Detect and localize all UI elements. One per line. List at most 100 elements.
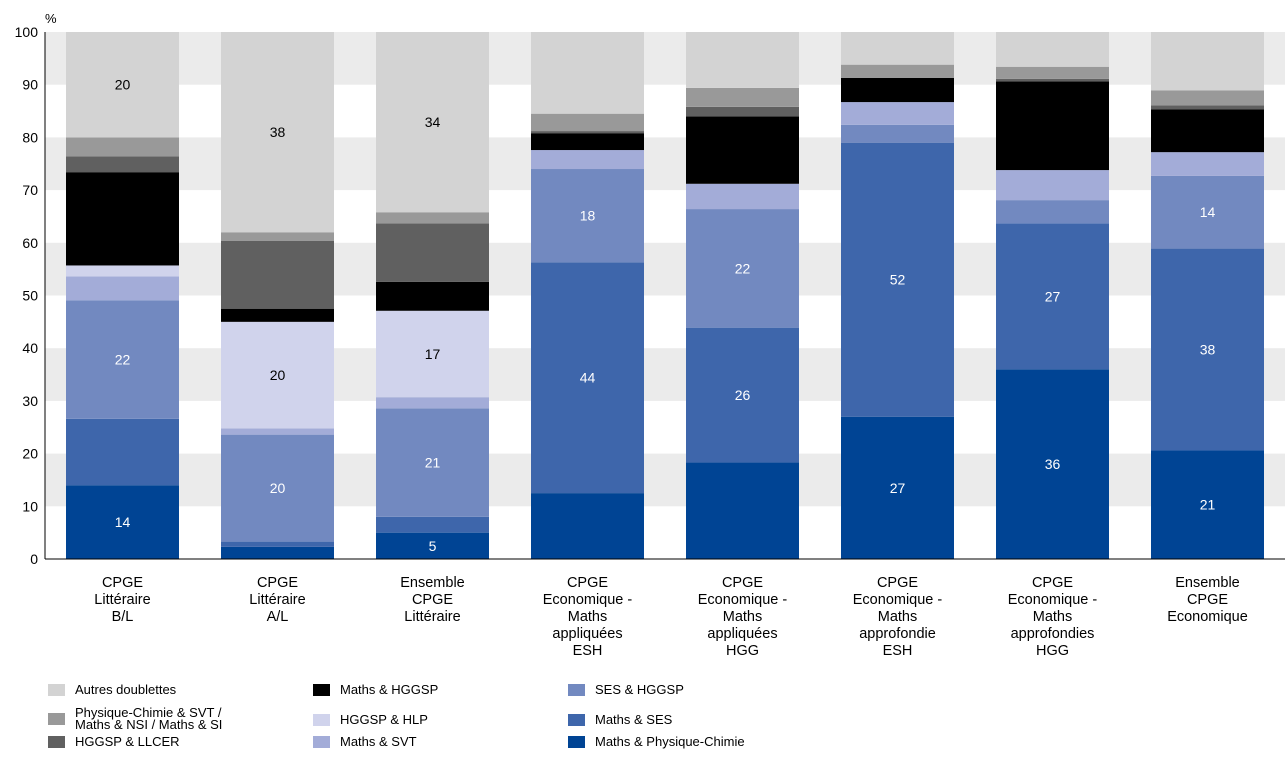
x-tick-label: Ensemble CPGE Littéraire (400, 575, 464, 625)
bar-segment (66, 300, 179, 419)
bar-segment (996, 369, 1109, 559)
bar-segment (996, 200, 1109, 224)
bar-segment (531, 150, 644, 170)
y-tick-label: 60 (22, 235, 38, 251)
bar-segment (531, 131, 644, 134)
bar-segment (66, 156, 179, 173)
bar-segment (66, 485, 179, 559)
bar-segment (1151, 248, 1264, 451)
bar-segment (1151, 175, 1264, 249)
y-unit-label: % (45, 11, 57, 26)
data-label: 21 (425, 455, 441, 471)
bar-segment (996, 170, 1109, 201)
bar-segment (66, 172, 179, 266)
data-label: 18 (580, 208, 596, 224)
bar-segment (1151, 32, 1264, 91)
bar-segment (841, 64, 954, 78)
bar-segment (531, 113, 644, 132)
bar-segment (996, 78, 1109, 82)
data-label: 36 (1045, 456, 1061, 472)
bar-segment (1151, 105, 1264, 110)
y-tick-label: 50 (22, 288, 38, 304)
bar-segment (221, 541, 334, 547)
bar-segment (841, 102, 954, 125)
data-label: 22 (115, 352, 131, 368)
data-label: 14 (1200, 204, 1216, 220)
bar-segment (376, 223, 489, 282)
bar-segment (686, 32, 799, 88)
bar-segment (221, 434, 334, 542)
bar-segment (841, 416, 954, 559)
bar-segment (531, 133, 644, 151)
bar-segment (376, 408, 489, 517)
bar-segment (531, 262, 644, 494)
bar-segment (841, 77, 954, 103)
y-tick-label: 100 (15, 24, 39, 40)
data-label: 20 (270, 480, 286, 496)
data-label: 14 (115, 514, 131, 530)
bar-segment (376, 281, 489, 311)
x-tick-label: CPGE Economique -Maths approfondies HGG (1008, 575, 1098, 659)
bar-segment (66, 32, 179, 138)
y-tick-label: 80 (22, 129, 38, 145)
bar-segment (376, 212, 489, 224)
bar-segment (221, 321, 334, 429)
y-tick-label: 30 (22, 393, 38, 409)
data-label: 22 (735, 260, 751, 276)
data-label: 44 (580, 370, 596, 386)
bar-segment (376, 397, 489, 409)
data-label: 27 (1045, 288, 1061, 304)
data-labels: 14 22 20 20 20 38 5 21 17 34 44 18 26 22 27 52 36 27 21 38 1… (115, 77, 1216, 554)
bar-segment (1151, 90, 1264, 106)
x-tick-label: CPGE Economique -Maths appliquées ESH (543, 575, 633, 659)
bar-segment (221, 32, 334, 233)
bar-segment (841, 32, 954, 65)
bar-segment (996, 223, 1109, 370)
data-label: 5 (429, 538, 437, 554)
data-label: 20 (270, 367, 286, 383)
bar-segment (221, 232, 334, 241)
bar-segment (841, 142, 954, 417)
bar-segment (66, 265, 179, 277)
x-tick-label: CPGE Littéraire A/L (249, 575, 305, 625)
bar-segment (66, 418, 179, 486)
bar-segment (221, 240, 334, 309)
bar-segment (66, 276, 179, 301)
data-label: 26 (735, 387, 751, 403)
bar-segment (221, 308, 334, 322)
x-tick-label: Ensemble CPGE Economique (1167, 575, 1248, 625)
bar-segment (686, 327, 799, 463)
bar-segment (221, 428, 334, 435)
bar-segment (1151, 152, 1264, 176)
bar-segment (376, 532, 489, 559)
bar-segment (686, 209, 799, 328)
data-label: 38 (270, 124, 286, 140)
bar-segment (376, 310, 489, 398)
data-label: 17 (425, 346, 441, 362)
bar-segment (531, 169, 644, 263)
bar-segment (1151, 450, 1264, 559)
bar-segment (841, 124, 954, 143)
bar-segment (686, 183, 799, 210)
y-tick-label: 70 (22, 182, 38, 198)
x-axis: CPGE Littéraire B/L CPGE Littéraire A/L Ensemb… (45, 558, 1285, 659)
data-label: 38 (1200, 342, 1216, 358)
x-tick-label: CPGE Littéraire B/L (94, 575, 150, 625)
y-tick-label: 0 (30, 551, 38, 567)
data-label: 20 (115, 77, 131, 93)
y-tick-label: 20 (22, 446, 38, 462)
bar-segment (686, 106, 799, 117)
x-tick-label: CPGE Economique -Maths appliquées HGG (698, 575, 788, 659)
bar-segment (686, 87, 799, 107)
data-label: 34 (425, 114, 441, 130)
bar-segment (996, 81, 1109, 171)
bar-segment (531, 493, 644, 559)
bar-segment (221, 546, 334, 559)
y-tick-label: 90 (22, 77, 38, 93)
y-tick-label: 40 (22, 340, 38, 356)
bar-segment (996, 32, 1109, 67)
bar-segment (376, 32, 489, 213)
data-label: 52 (890, 272, 906, 288)
bar-segment (996, 66, 1109, 79)
